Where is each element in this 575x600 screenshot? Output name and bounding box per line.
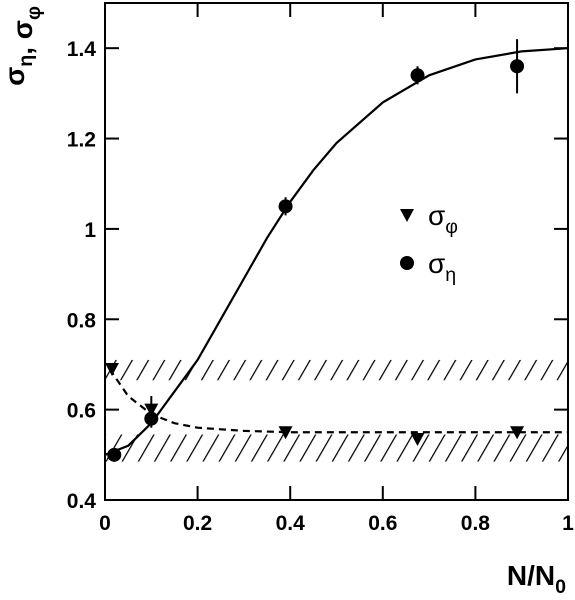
circle-marker bbox=[410, 68, 425, 83]
circle-marker bbox=[144, 411, 159, 426]
triangle-marker bbox=[104, 362, 119, 376]
x-tick-label: 1 bbox=[562, 512, 574, 535]
triangle-marker bbox=[410, 433, 425, 447]
x-tick-label: 0.2 bbox=[183, 512, 212, 535]
legend-marker bbox=[400, 256, 414, 270]
y-axis-label-sub: η bbox=[15, 55, 37, 67]
y-axis-label-part: σ bbox=[0, 67, 30, 86]
x-tick-label: 0.6 bbox=[368, 512, 397, 535]
x-axis-label: N/N0 bbox=[507, 560, 566, 598]
plot-area bbox=[105, 47, 568, 462]
hatched-band bbox=[105, 434, 568, 462]
y-tick-label: 1 bbox=[84, 219, 96, 242]
legend-label: ση bbox=[428, 248, 456, 286]
y-axis-label-sub: φ bbox=[23, 6, 45, 20]
circle-marker bbox=[510, 59, 525, 74]
circle-marker bbox=[278, 199, 293, 214]
legend-label: σφ bbox=[428, 200, 458, 238]
x-tick-label: 0.8 bbox=[461, 512, 491, 535]
x-axis-label-part: N/N bbox=[507, 560, 555, 591]
legend-name: σ bbox=[428, 200, 445, 231]
y-tick-label: 0.4 bbox=[67, 490, 97, 513]
y-tick-label: 1.4 bbox=[67, 38, 97, 61]
y-axis-label-part: , σ bbox=[7, 20, 38, 55]
y-tick-label: 0.8 bbox=[67, 309, 97, 332]
fit-curve bbox=[105, 47, 568, 456]
circle-marker bbox=[107, 447, 122, 462]
legend-sub: φ bbox=[445, 216, 458, 238]
y-axis-label: ση, σφ bbox=[0, 6, 45, 86]
fit-curve bbox=[108, 368, 568, 434]
legend-sub: η bbox=[445, 264, 456, 286]
legend-marker bbox=[400, 209, 414, 222]
plot-frame bbox=[104, 2, 569, 501]
triangle-marker bbox=[510, 426, 525, 440]
y-tick-label: 1.2 bbox=[67, 129, 96, 152]
y-tick-label: 0.6 bbox=[67, 400, 96, 423]
legend-name: σ bbox=[428, 248, 445, 279]
x-axis-label-sub: 0 bbox=[555, 576, 566, 598]
hatched-band bbox=[105, 359, 568, 381]
x-tick-label: 0 bbox=[99, 512, 111, 535]
x-tick-label: 0.4 bbox=[276, 512, 306, 535]
triangle-marker bbox=[278, 426, 293, 440]
